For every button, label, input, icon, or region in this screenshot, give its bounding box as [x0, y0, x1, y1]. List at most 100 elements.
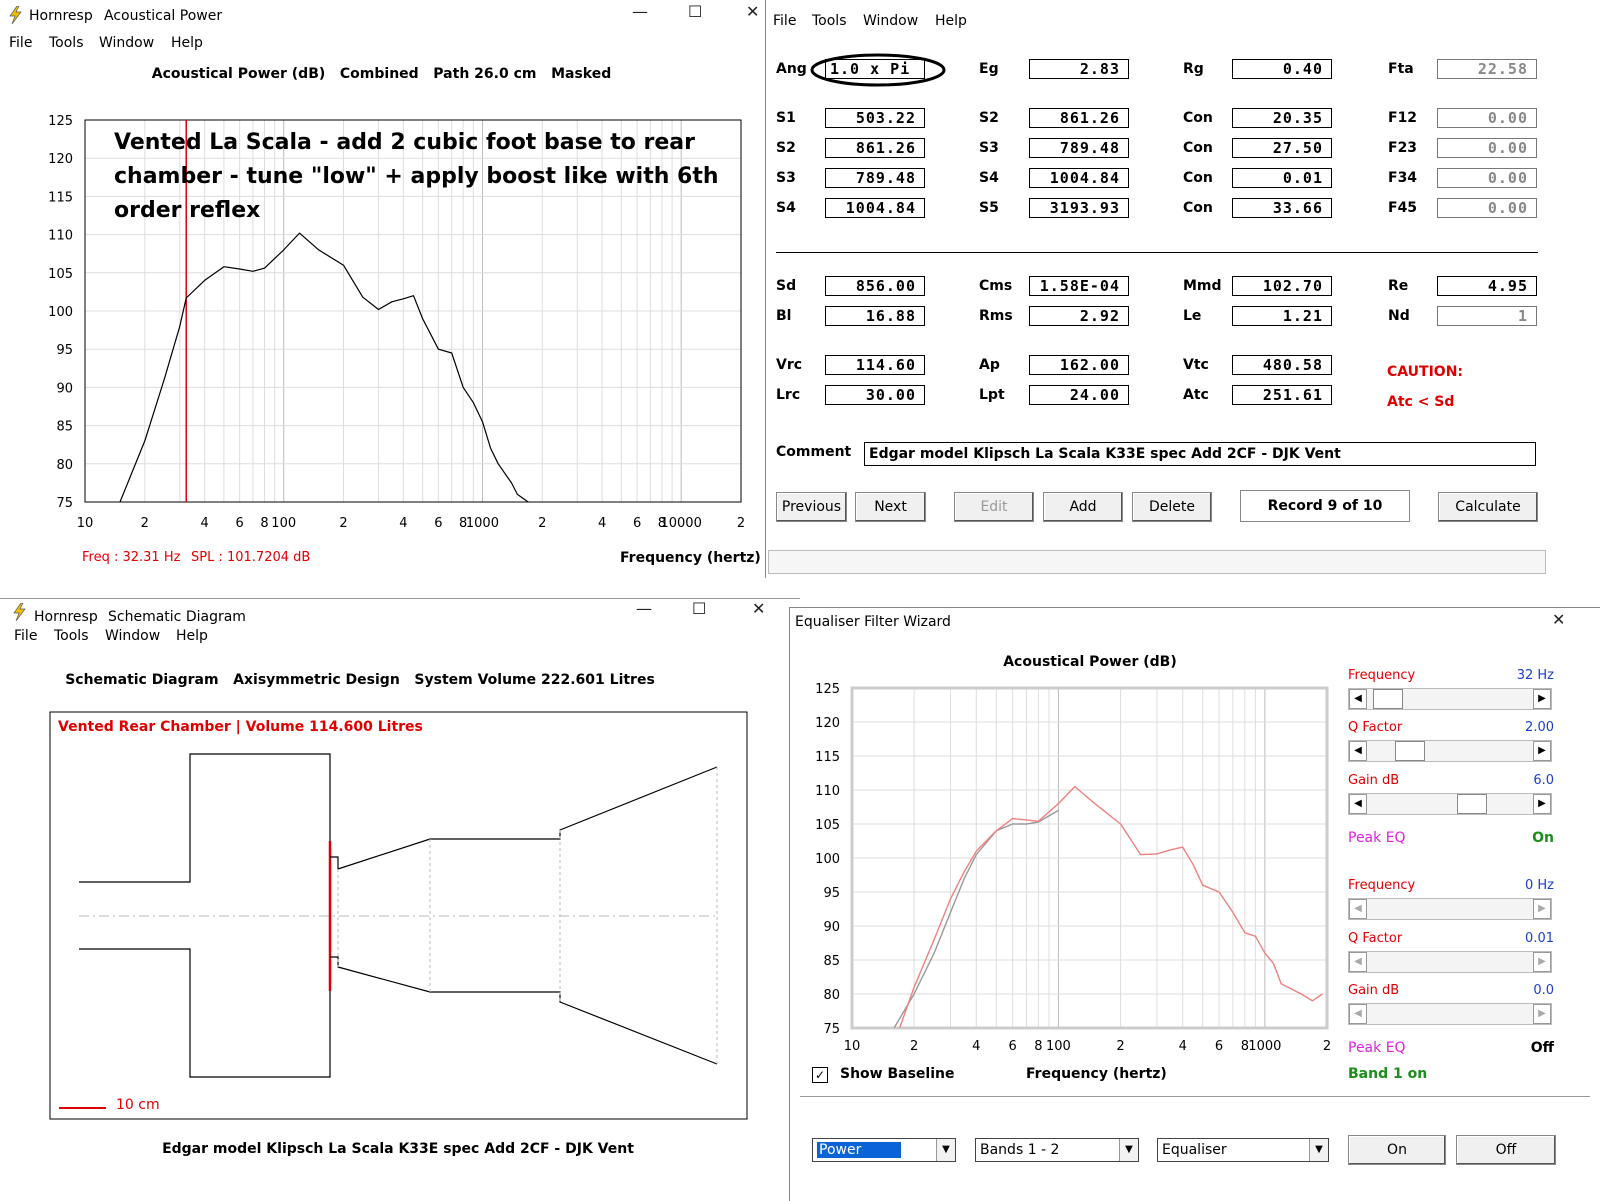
off-button[interactable]: Off [1456, 1135, 1556, 1165]
delete-button[interactable]: Delete [1132, 492, 1212, 522]
arrow-right-icon[interactable]: ▶ [1533, 1004, 1551, 1024]
param-field[interactable]: 1004.84 [1029, 168, 1129, 188]
param-field[interactable]: 856.00 [825, 276, 925, 296]
chevron-down-icon[interactable]: ▼ [1119, 1139, 1138, 1161]
param-field[interactable]: 2.83 [1029, 59, 1129, 79]
param-field[interactable]: 0.00 [1437, 198, 1537, 218]
y-tick-label: 90 [823, 920, 840, 935]
edit-button[interactable]: Edit [954, 492, 1034, 522]
param-field[interactable]: 16.88 [825, 306, 925, 326]
arrow-right-icon[interactable]: ▶ [1533, 689, 1551, 709]
menu-file[interactable]: File [773, 13, 797, 29]
menu-file[interactable]: File [9, 35, 33, 51]
arrow-left-icon[interactable]: ◀ [1349, 689, 1367, 709]
param-field[interactable]: 0.00 [1437, 138, 1537, 158]
slider-thumb[interactable] [1394, 741, 1425, 761]
calculate-button[interactable]: Calculate [1438, 492, 1538, 522]
menu-window[interactable]: Window [105, 628, 161, 644]
y-tick-label: 95 [823, 886, 840, 901]
param-field[interactable]: 114.60 [825, 355, 925, 375]
freq-slider[interactable]: ◀ ▶ [1348, 898, 1552, 920]
maximize-icon[interactable]: ☐ [692, 599, 707, 618]
close-icon[interactable]: ✕ [746, 2, 760, 21]
next-button[interactable]: Next [855, 492, 926, 522]
gain-slider[interactable]: ◀ ▶ [1348, 793, 1552, 815]
freq-slider[interactable]: ◀ ▶ [1348, 688, 1552, 710]
param-field[interactable]: 789.48 [825, 168, 925, 188]
menu-tools[interactable]: Tools [49, 35, 84, 51]
power-select[interactable]: Power ▼ [812, 1138, 956, 1162]
param-field[interactable]: 503.22 [825, 108, 925, 128]
param-field[interactable]: 102.70 [1232, 276, 1332, 296]
x-tick-label: 100 [1046, 1039, 1071, 1054]
chevron-down-icon[interactable]: ▼ [936, 1139, 955, 1161]
param-field[interactable]: 1004.84 [825, 198, 925, 218]
param-field[interactable]: 0.00 [1437, 108, 1537, 128]
param-field[interactable]: 33.66 [1232, 198, 1332, 218]
param-field[interactable]: 30.00 [825, 385, 925, 405]
menu-help[interactable]: Help [171, 35, 203, 51]
close-icon[interactable]: ✕ [1552, 610, 1566, 629]
show-baseline-checkbox[interactable]: ✓ [812, 1067, 828, 1083]
param-field[interactable]: 24.00 [1029, 385, 1129, 405]
freq-label: Frequency [1348, 878, 1416, 893]
param-field[interactable]: 3193.93 [1029, 198, 1129, 218]
previous-button[interactable]: Previous [776, 492, 847, 522]
param-field[interactable]: 251.61 [1232, 385, 1332, 405]
comment-input[interactable]: Edgar model Klipsch La Scala K33E spec A… [864, 442, 1536, 466]
arrow-left-icon[interactable]: ◀ [1349, 794, 1367, 814]
mode-select[interactable]: Equaliser ▼ [1157, 1138, 1329, 1162]
x-tick-label: 4 [201, 516, 209, 531]
param-field[interactable]: 20.35 [1232, 108, 1332, 128]
param-field[interactable]: 27.50 [1232, 138, 1332, 158]
arrow-right-icon[interactable]: ▶ [1533, 741, 1551, 761]
q-slider[interactable]: ◀ ▶ [1348, 951, 1552, 973]
arrow-left-icon[interactable]: ◀ [1349, 741, 1367, 761]
param-field[interactable]: 22.58 [1437, 59, 1537, 79]
on-button[interactable]: On [1348, 1135, 1446, 1165]
param-field[interactable]: 861.26 [825, 138, 925, 158]
param-field[interactable]: 1 [1437, 306, 1537, 326]
slider-thumb[interactable] [1456, 794, 1487, 814]
freq-label: Frequency [1348, 668, 1416, 683]
close-icon[interactable]: ✕ [752, 599, 766, 618]
bands-select[interactable]: Bands 1 - 2 ▼ [975, 1138, 1139, 1162]
menu-tools[interactable]: Tools [54, 628, 89, 644]
arrow-left-icon[interactable]: ◀ [1349, 952, 1367, 972]
menu-window[interactable]: Window [99, 35, 155, 51]
param-field[interactable]: 2.92 [1029, 306, 1129, 326]
param-label: Lrc [776, 387, 801, 403]
arrow-right-icon[interactable]: ▶ [1533, 794, 1551, 814]
menu-help[interactable]: Help [935, 13, 967, 29]
menu-file[interactable]: File [14, 628, 38, 644]
param-field[interactable]: 1.58E-04 [1029, 276, 1129, 296]
minimize-icon[interactable]: — [636, 599, 652, 618]
arrow-left-icon[interactable]: ◀ [1349, 1004, 1367, 1024]
arrow-right-icon[interactable]: ▶ [1533, 952, 1551, 972]
eq-acoustical-power-chart[interactable]: 10 2 4 6 8 100 2 4 6 8 1000 27580859095100105110115… [790, 668, 1350, 1068]
arrow-left-icon[interactable]: ◀ [1349, 899, 1367, 919]
maximize-icon[interactable]: ☐ [688, 2, 703, 21]
param-field[interactable]: 861.26 [1029, 108, 1129, 128]
param-field[interactable]: 1.0 x Pi [825, 59, 925, 79]
param-field[interactable]: 4.95 [1437, 276, 1537, 296]
chevron-down-icon[interactable]: ▼ [1309, 1139, 1328, 1161]
param-label: Atc [1183, 387, 1209, 403]
arrow-right-icon[interactable]: ▶ [1533, 899, 1551, 919]
param-field[interactable]: 162.00 [1029, 355, 1129, 375]
param-field[interactable]: 1.21 [1232, 306, 1332, 326]
q-slider[interactable]: ◀ ▶ [1348, 740, 1552, 762]
param-field[interactable]: 0.01 [1232, 168, 1332, 188]
param-field[interactable]: 0.40 [1232, 59, 1332, 79]
slider-thumb[interactable] [1372, 689, 1403, 709]
menu-help[interactable]: Help [176, 628, 208, 644]
gain-slider[interactable]: ◀ ▶ [1348, 1003, 1552, 1025]
add-button[interactable]: Add [1043, 492, 1123, 522]
minimize-icon[interactable]: — [632, 2, 648, 21]
param-field[interactable]: 0.00 [1437, 168, 1537, 188]
param-field[interactable]: 480.58 [1232, 355, 1332, 375]
param-field[interactable]: 789.48 [1029, 138, 1129, 158]
menu-window[interactable]: Window [863, 13, 919, 29]
menu-tools[interactable]: Tools [812, 13, 847, 29]
